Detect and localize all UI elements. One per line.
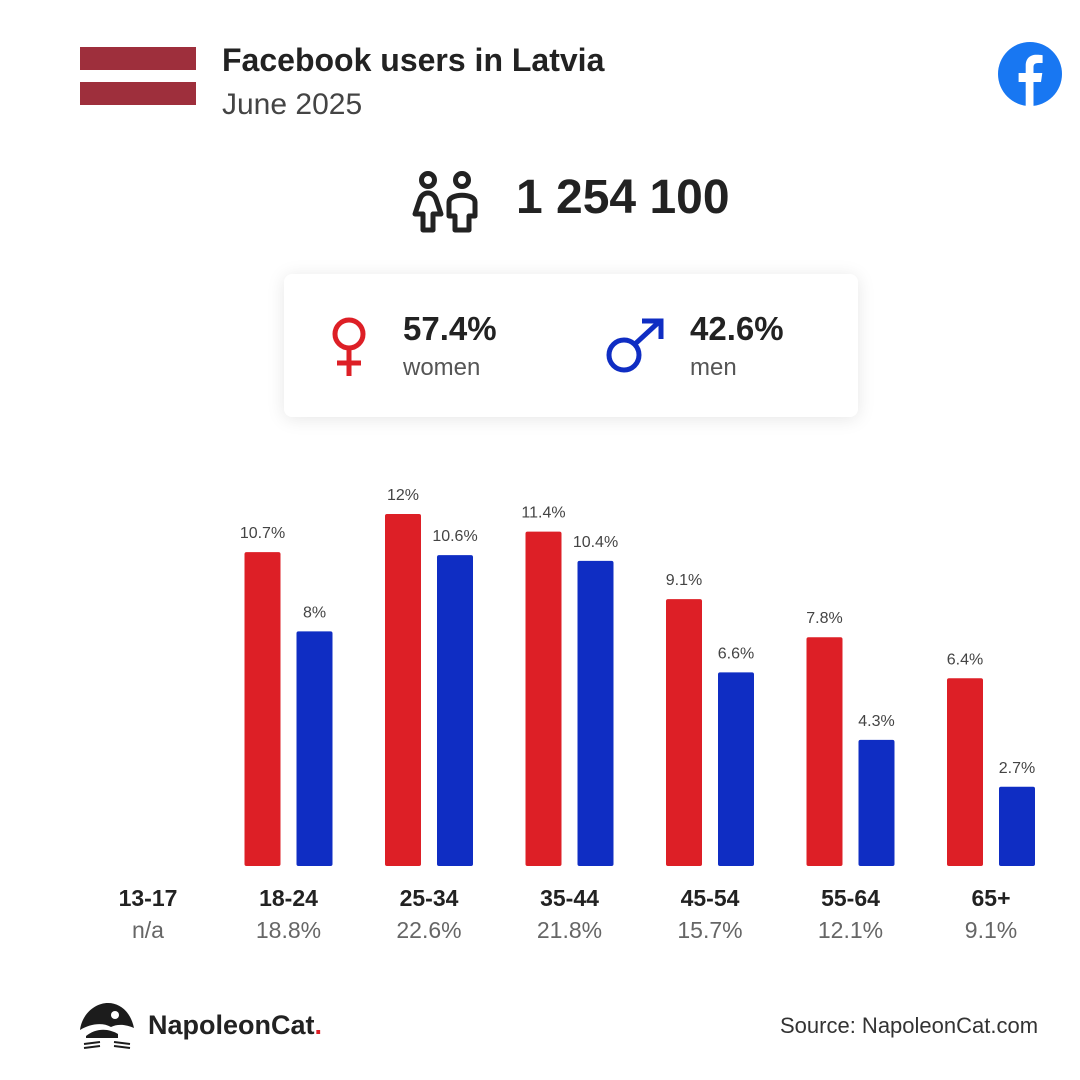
age-group-label-45-54: 45-54 (681, 885, 740, 911)
bar-value-label-men-25-34: 10.6% (432, 528, 477, 545)
bar-value-label-women-45-54: 9.1% (666, 572, 702, 589)
female-symbol-icon (332, 317, 366, 376)
bar-women-18-24 (244, 552, 281, 866)
page-title: Facebook users in Latvia (222, 42, 605, 78)
latvia-flag-icon (80, 47, 196, 105)
age-group-label-18-24: 18-24 (259, 885, 318, 911)
gender-split-card (284, 274, 858, 417)
bar-value-label-men-35-44: 10.4% (573, 534, 618, 551)
bar-value-label-men-18-24: 8% (303, 604, 326, 621)
bar-women-45-54 (666, 599, 702, 866)
men-percentage: 42.6% (690, 310, 784, 347)
people-icon (412, 171, 478, 233)
bar-value-label-women-18-24: 10.7% (240, 525, 285, 542)
bar-women-55-64 (806, 637, 843, 866)
bar-women-25-34 (385, 514, 421, 866)
age-group-label-65plus: 65+ (971, 885, 1010, 911)
bar-women-65plus (947, 678, 983, 866)
bar-men-55-64 (858, 739, 895, 866)
age-group-share-45-54: 15.7% (677, 917, 742, 943)
age-group-share-55-64: 12.1% (818, 917, 883, 943)
bar-value-label-men-45-54: 6.6% (718, 645, 754, 662)
napoleoncat-logo-icon (80, 1003, 134, 1049)
source-credit: Source: NapoleonCat.com (780, 1013, 1039, 1038)
age-group-share-13-17: n/a (132, 917, 164, 943)
age-group-share-35-44: 21.8% (537, 917, 602, 943)
bar-men-65plus (999, 786, 1035, 866)
brand-name-text: NapoleonCat (148, 1010, 315, 1040)
bar-men-45-54 (718, 672, 754, 866)
age-group-share-25-34: 22.6% (396, 917, 461, 943)
age-group-label-13-17: 13-17 (119, 885, 178, 911)
age-group-label-55-64: 55-64 (821, 885, 880, 911)
men-label: men (690, 354, 737, 381)
bar-women-35-44 (525, 531, 562, 866)
age-gender-bar-chart: 13-17 n/a 10.7% 8% 18-24 18.8% 12% 10.6% 25-34 22… (119, 487, 1036, 943)
brand-dot: . (314, 1010, 323, 1040)
age-group-label-35-44: 35-44 (540, 885, 599, 911)
page-subtitle: June 2025 (222, 88, 363, 121)
male-symbol-icon (606, 318, 664, 373)
age-group-share-65plus: 9.1% (965, 917, 1017, 943)
total-users-value: 1 254 100 (516, 171, 730, 224)
brand-name: NapoleonCat. (148, 1010, 322, 1041)
women-percentage: 57.4% (403, 310, 497, 347)
bar-men-35-44 (577, 560, 614, 866)
age-group-label-25-34: 25-34 (400, 885, 459, 911)
women-label: women (403, 354, 481, 381)
bar-value-label-men-55-64: 4.3% (858, 713, 894, 730)
age-group-share-18-24: 18.8% (256, 917, 321, 943)
bar-value-label-women-35-44: 11.4% (521, 505, 565, 522)
bar-men-18-24 (296, 631, 333, 866)
bar-value-label-women-65plus: 6.4% (947, 651, 983, 668)
bar-value-label-women-25-34: 12% (387, 487, 419, 504)
bar-men-25-34 (437, 555, 473, 866)
bar-value-label-men-65plus: 2.7% (999, 760, 1035, 777)
facebook-logo-icon (998, 42, 1062, 107)
bar-value-label-women-55-64: 7.8% (806, 610, 842, 627)
